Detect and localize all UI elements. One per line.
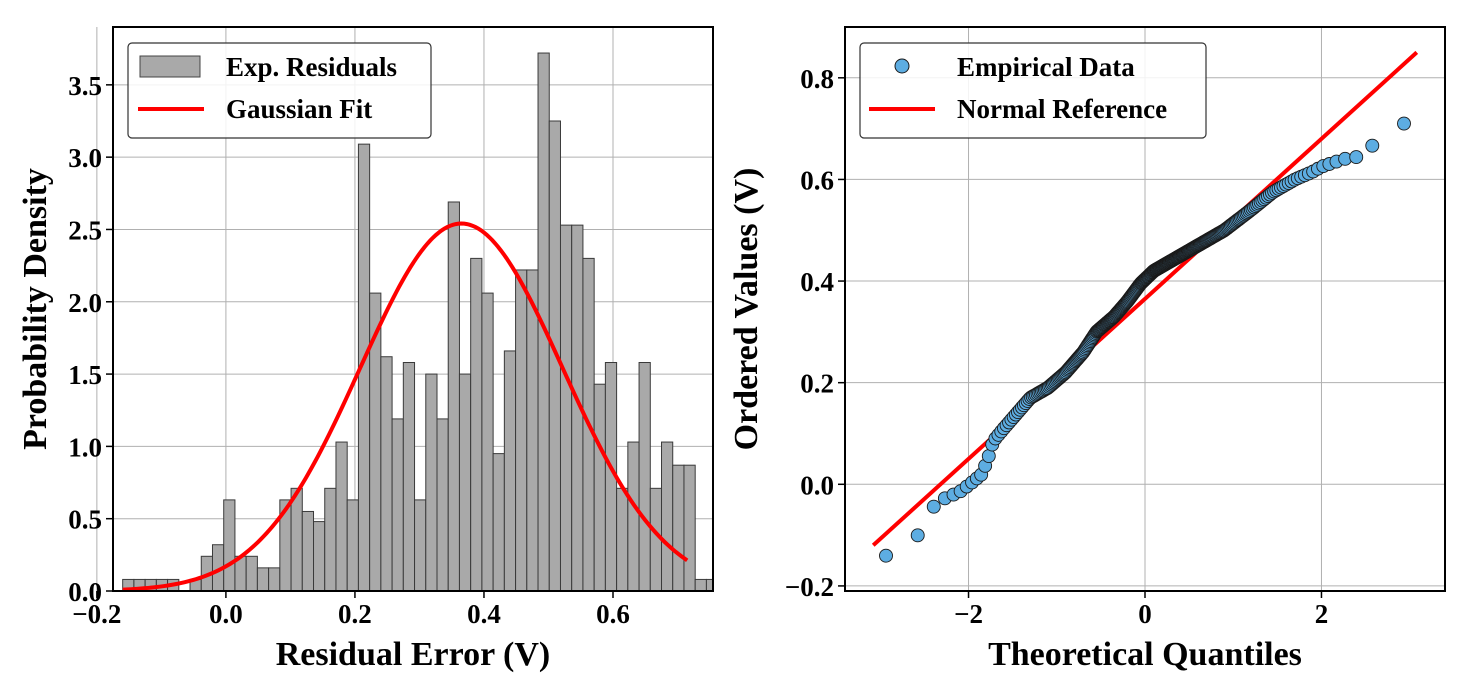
y-axis-label-right: Ordered Values (V) — [728, 168, 765, 451]
legend-label-gaussian-fit: Gaussian Fit — [226, 94, 372, 124]
x-tick-label: −0.2 — [72, 599, 121, 629]
y-tick-label: 0.0 — [800, 470, 834, 500]
histogram-bar — [313, 521, 326, 591]
histogram-bar — [290, 487, 303, 591]
empirical-point — [910, 528, 925, 543]
histogram-bar — [301, 510, 315, 591]
histogram-bar — [729, 568, 740, 591]
histogram-bar — [414, 499, 427, 591]
y-axis-label-left: Probability Density — [17, 168, 54, 450]
y-tick-label: 0.6 — [800, 165, 834, 195]
histogram-bar — [627, 441, 640, 591]
qq-panel: −2 0 2 −0.2 0.0 0.2 0.4 0.6 0.8 Theoretical Quan… — [728, 26, 1446, 673]
x-tick-label: 0 — [1138, 599, 1152, 629]
histogram-bar — [402, 362, 416, 591]
legend-left: Exp. Residuals Gaussian Fit — [127, 42, 432, 139]
histogram-bar — [694, 578, 707, 591]
histogram-bar — [638, 362, 651, 591]
histogram-bar — [447, 201, 460, 591]
empirical-point — [1365, 138, 1380, 153]
histogram-bar — [559, 224, 573, 591]
axis-ticks-right: −2 0 2 −0.2 0.0 0.2 0.4 0.6 0.8 — [785, 64, 1328, 629]
empirical-points — [879, 116, 1411, 563]
histogram-bar — [268, 567, 281, 591]
y-tick-label: 2.5 — [68, 215, 102, 245]
histogram-bar — [661, 441, 674, 591]
axis-ticks-left: −0.2 0.0 0.2 0.4 0.60.00.51.01.52.02.53.03.5 — [68, 71, 630, 629]
x-axis-label-right: Theoretical Quantiles — [988, 636, 1302, 673]
histogram-bar — [526, 269, 539, 591]
x-axis-label-left: Residual Error (V) — [276, 636, 551, 673]
histogram-bar — [380, 356, 393, 591]
histogram-bar — [256, 567, 270, 591]
histogram-bar — [718, 579, 729, 591]
histogram-bar — [515, 269, 528, 591]
empirical-point — [926, 499, 941, 514]
histogram-bar — [245, 555, 258, 591]
histogram-bars — [122, 52, 740, 591]
legend-marker-swatch — [894, 58, 910, 74]
legend-right: Empirical Data Normal Reference — [859, 42, 1207, 139]
empirical-point — [879, 548, 893, 563]
x-tick-label: 0.0 — [209, 599, 243, 629]
histogram-bar — [425, 373, 438, 591]
y-tick-label: 1.5 — [68, 360, 102, 390]
x-tick-label: 2 — [1315, 599, 1329, 629]
legend-box — [127, 42, 432, 139]
histogram-bar — [458, 373, 472, 591]
y-tick-label: −0.2 — [785, 572, 834, 602]
y-tick-label: 0.8 — [800, 64, 834, 94]
histogram-bar — [436, 418, 449, 591]
histogram-panel: −0.2 0.0 0.2 0.4 0.60.00.51.01.52.02.53.03.5… — [17, 26, 740, 673]
y-tick-label: 0.0 — [68, 577, 102, 607]
plot-frame-left — [112, 26, 714, 592]
legend-label-empirical-data: Empirical Data — [957, 52, 1135, 82]
y-tick-label: 0.5 — [68, 505, 102, 535]
histogram-bar — [616, 487, 629, 591]
empirical-point — [981, 449, 996, 463]
x-tick-label: −2 — [954, 599, 983, 629]
y-tick-label: 3.5 — [68, 71, 102, 101]
legend-box — [859, 42, 1207, 139]
y-tick-label: 2.0 — [68, 288, 102, 318]
histogram-bar — [492, 453, 505, 591]
x-tick-label: 0.2 — [338, 599, 372, 629]
histogram-bar — [593, 383, 606, 591]
x-tick-label: 0.4 — [467, 599, 501, 629]
histogram-bar — [324, 487, 337, 591]
histogram-bar — [470, 257, 483, 591]
legend-label-exp-residuals: Exp. Residuals — [226, 52, 397, 82]
histogram-bar — [503, 350, 517, 591]
histogram-bar — [346, 499, 359, 591]
histogram-bar — [481, 292, 494, 591]
histogram-bar — [335, 441, 348, 591]
legend-label-normal-reference: Normal Reference — [957, 94, 1167, 124]
normal-reference-line — [871, 50, 1419, 547]
legend-bar-swatch — [139, 55, 201, 78]
y-tick-label: 1.0 — [68, 432, 102, 462]
x-tick-label: 0.6 — [596, 599, 630, 629]
histogram-bar — [672, 464, 685, 591]
histogram-bar — [391, 418, 404, 591]
histogram-bar — [223, 499, 236, 591]
y-tick-label: 3.0 — [68, 143, 102, 173]
empirical-point — [1397, 116, 1411, 131]
y-tick-label: 0.4 — [800, 267, 834, 297]
gaussian-fit-line — [122, 221, 689, 591]
histogram-bar — [683, 464, 696, 591]
y-tick-label: 0.2 — [800, 369, 834, 399]
empirical-point — [1349, 150, 1364, 165]
